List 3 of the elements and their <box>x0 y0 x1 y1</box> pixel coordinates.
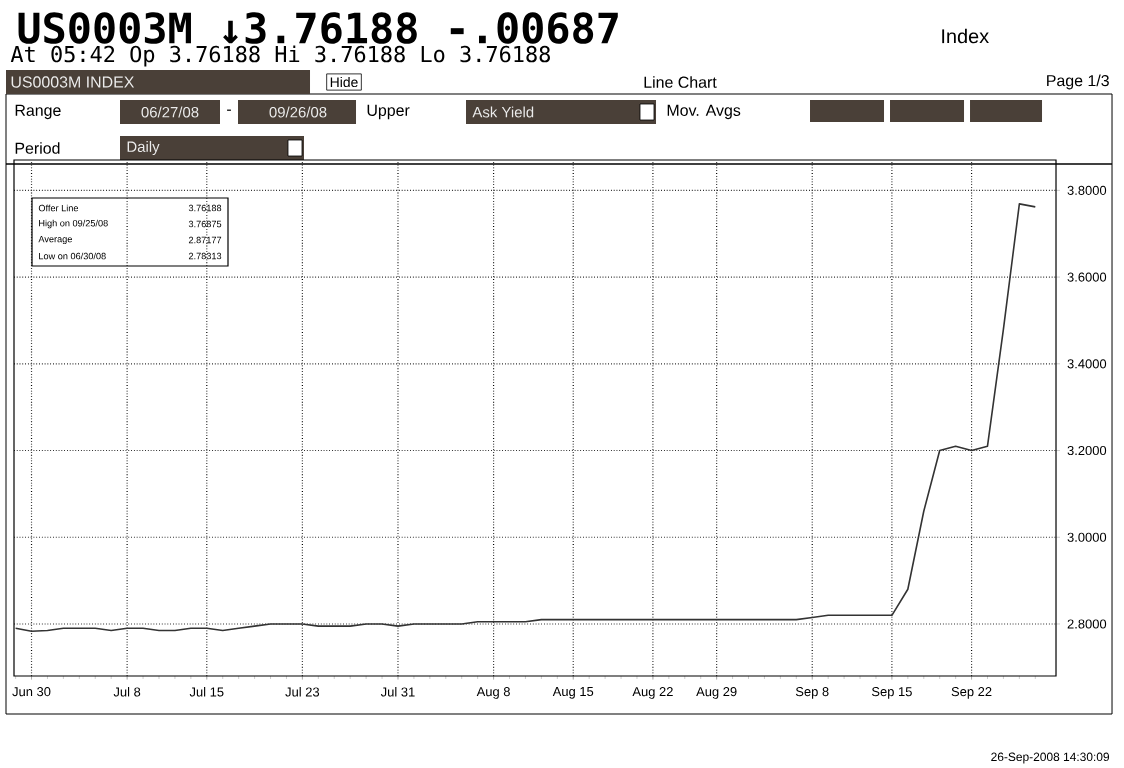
text: Index <box>942 28 989 44</box>
chart-subtitle: At 05:42 Op 3.76188 Hi 3.76188 Lo 3.76188 <box>10 45 550 67</box>
chart-title: US0003M ↓3.76188 -.00687 <box>18 12 618 44</box>
